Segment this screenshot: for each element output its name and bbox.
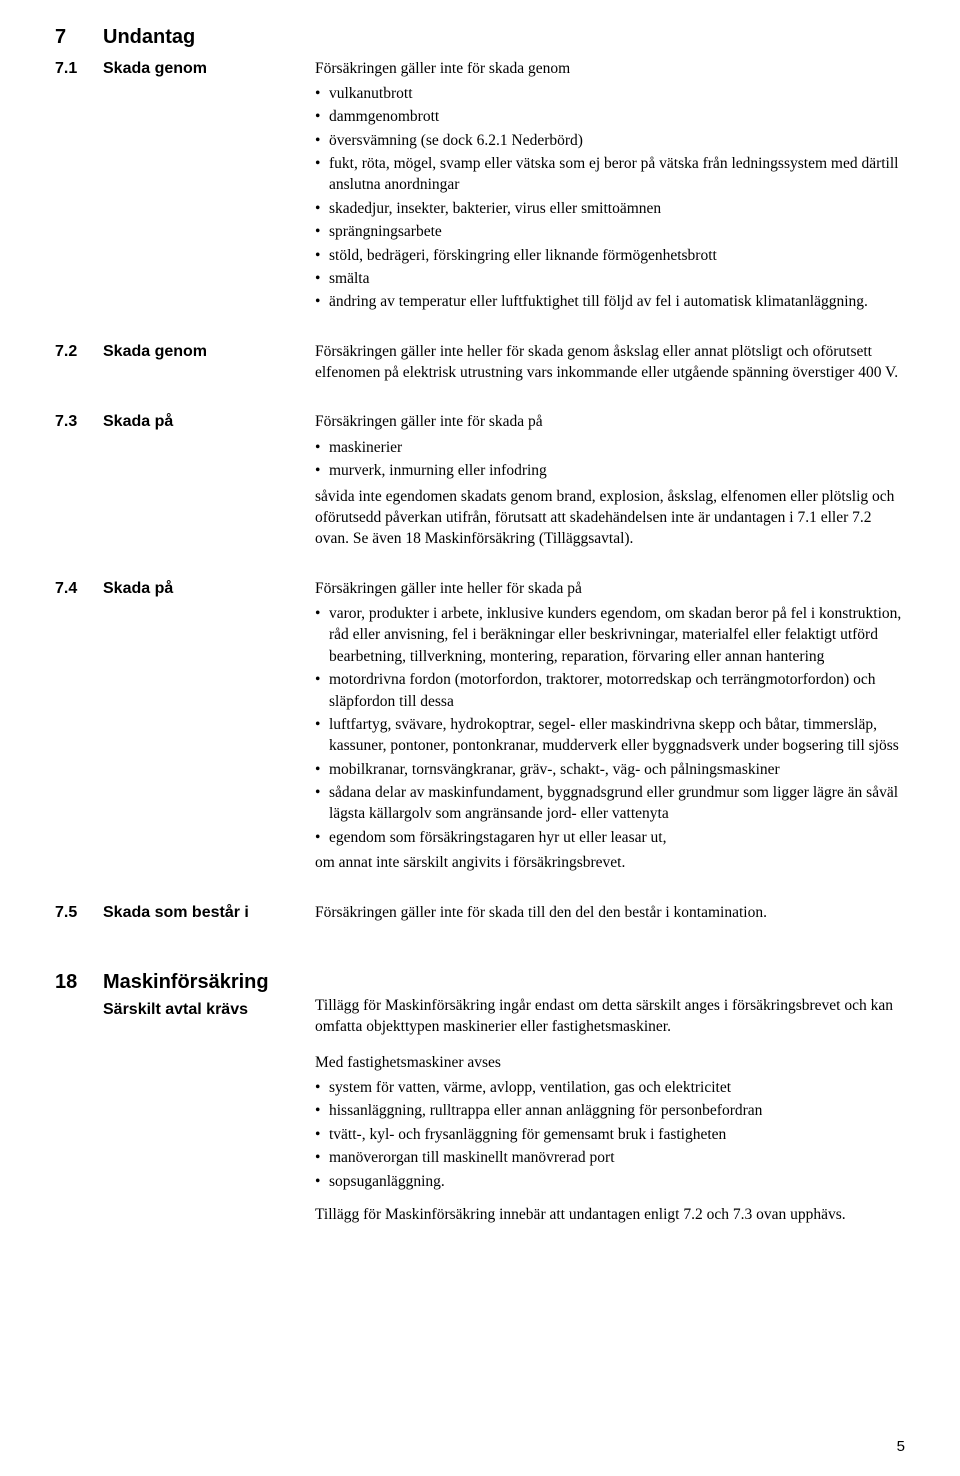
list-item: egendom som försäkringstagaren hyr ut el… xyxy=(315,827,905,848)
list-item: skadedjur, insekter, bakterier, virus el… xyxy=(315,198,905,219)
row-number: 7.4 xyxy=(55,578,103,600)
list-item: ändring av temperatur eller luftfuktighe… xyxy=(315,291,905,312)
row-body: Försäkringen gäller inte heller för skad… xyxy=(315,341,905,388)
row-label: Skada genom xyxy=(103,341,315,363)
row-7-5: 7.5 Skada som består i Försäkringen gäll… xyxy=(55,902,905,927)
row-label: Skada på xyxy=(103,578,315,600)
bullet-list: maskinerier murverk, inmurning eller inf… xyxy=(315,437,905,482)
row-label: Skada som består i xyxy=(103,902,315,924)
list-item: system för vatten, värme, avlopp, ventil… xyxy=(315,1077,905,1098)
row-number: 7.5 xyxy=(55,902,103,924)
section-title-wrap: Undantag xyxy=(103,24,315,52)
tail-text: såvida inte egendomen skadats genom bran… xyxy=(315,486,905,550)
page-number: 5 xyxy=(897,1437,905,1458)
section-title: Undantag xyxy=(103,24,305,52)
lead-text: Försäkringen gäller inte för skada på xyxy=(315,411,905,432)
body-para: Med fastighetsmaskiner avses xyxy=(315,1052,905,1073)
lead-text: Försäkringen gäller inte för skada genom xyxy=(315,58,905,79)
section-number-text: 18 xyxy=(55,969,103,997)
row-body: Försäkringen gäller inte för skada genom… xyxy=(315,58,905,317)
row-label: Skada genom xyxy=(103,58,315,80)
list-item: smälta xyxy=(315,268,905,289)
section-number: 18 xyxy=(55,969,103,997)
list-item: sprängningsarbete xyxy=(315,221,905,242)
list-item: fukt, röta, mögel, svamp eller vätska so… xyxy=(315,153,905,196)
list-item: murverk, inmurning eller infodring xyxy=(315,460,905,481)
row-7-3: 7.3 Skada på Försäkringen gäller inte fö… xyxy=(55,411,905,553)
bullet-list: varor, produkter i arbete, inklusive kun… xyxy=(315,603,905,848)
section-sublabel: Särskilt avtal krävs xyxy=(103,999,305,1021)
list-item: hissanläggning, rulltrappa eller annan a… xyxy=(315,1100,905,1121)
section-number-text: 7 xyxy=(55,24,103,52)
list-item: sopsuganläggning. xyxy=(315,1171,905,1192)
list-item: tvätt-, kyl- och frysanläggning för geme… xyxy=(315,1124,905,1145)
row-number: 7.1 xyxy=(55,58,103,80)
list-item: sådana delar av maskinfundament, byggnad… xyxy=(315,782,905,825)
bullet-list: system för vatten, värme, avlopp, ventil… xyxy=(315,1077,905,1192)
list-item: maskinerier xyxy=(315,437,905,458)
section-18-heading: 18 Maskinförsäkring Särskilt avtal krävs… xyxy=(55,969,905,1229)
list-item: manöverorgan till maskinellt manövrerad … xyxy=(315,1147,905,1168)
tail-text: om annat inte särskilt angivits i försäk… xyxy=(315,852,905,873)
row-7-2: 7.2 Skada genom Försäkringen gäller inte… xyxy=(55,341,905,388)
row-number: 7.3 xyxy=(55,411,103,433)
row-7-4: 7.4 Skada på Försäkringen gäller inte he… xyxy=(55,578,905,878)
row-number: 7.2 xyxy=(55,341,103,363)
bullet-list: vulkanutbrott dammgenombrott översvämnin… xyxy=(315,83,905,313)
section-number: 7 xyxy=(55,24,103,52)
row-label: Skada på xyxy=(103,411,315,433)
section-title: Maskinförsäkring xyxy=(103,969,305,997)
list-item: mobilkranar, tornsvängkranar, gräv-, sch… xyxy=(315,759,905,780)
row-body: Försäkringen gäller inte för skada på ma… xyxy=(315,411,905,553)
section-7-heading: 7 Undantag xyxy=(55,24,905,52)
list-item: dammgenombrott xyxy=(315,106,905,127)
tail-text: Tillägg för Maskinförsäkring innebär att… xyxy=(315,1204,905,1225)
row-body: Försäkringen gäller inte heller för skad… xyxy=(315,578,905,878)
body-text: Försäkringen gäller inte för skada till … xyxy=(315,902,905,923)
body-para: Tillägg för Maskinförsäkring ingår endas… xyxy=(315,995,905,1038)
body-text: Försäkringen gäller inte heller för skad… xyxy=(315,341,905,384)
list-item: översvämning (se dock 6.2.1 Nederbörd) xyxy=(315,130,905,151)
list-item: luftfartyg, svävare, hydrokoptrar, segel… xyxy=(315,714,905,757)
row-7-1: 7.1 Skada genom Försäkringen gäller inte… xyxy=(55,58,905,317)
lead-text: Försäkringen gäller inte heller för skad… xyxy=(315,578,905,599)
row-body: Försäkringen gäller inte för skada till … xyxy=(315,902,905,927)
list-item: vulkanutbrott xyxy=(315,83,905,104)
list-item: motordrivna fordon (motorfordon, traktor… xyxy=(315,669,905,712)
list-item: stöld, bedrägeri, förskingring eller lik… xyxy=(315,245,905,266)
list-item: varor, produkter i arbete, inklusive kun… xyxy=(315,603,905,667)
section-title-wrap: Maskinförsäkring Särskilt avtal krävs xyxy=(103,969,315,1021)
section-body: Tillägg för Maskinförsäkring ingår endas… xyxy=(315,969,905,1229)
